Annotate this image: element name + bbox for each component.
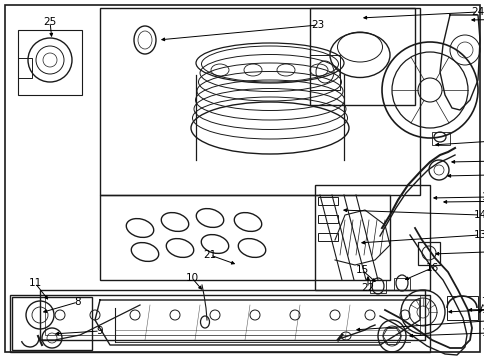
Bar xyxy=(314,185,429,290)
Bar xyxy=(100,195,389,280)
Bar xyxy=(100,8,419,195)
Bar xyxy=(40,290,424,340)
Bar xyxy=(431,132,449,145)
Text: 16: 16 xyxy=(424,263,438,273)
Bar xyxy=(309,8,414,105)
Bar xyxy=(446,296,477,320)
Bar xyxy=(318,215,337,223)
Text: 12: 12 xyxy=(481,192,484,202)
Bar xyxy=(309,55,339,90)
Bar xyxy=(10,295,429,352)
Text: 22: 22 xyxy=(361,283,374,293)
Text: 24: 24 xyxy=(470,7,484,17)
Bar xyxy=(417,242,439,265)
Text: 10: 10 xyxy=(185,273,198,283)
Bar xyxy=(18,58,32,78)
Bar xyxy=(18,30,82,95)
Bar xyxy=(45,295,419,335)
Bar xyxy=(369,280,385,293)
Text: 21: 21 xyxy=(203,250,216,260)
Text: 13: 13 xyxy=(472,230,484,240)
Text: 18: 18 xyxy=(481,328,484,338)
Text: 25: 25 xyxy=(43,17,57,27)
Bar xyxy=(12,297,92,350)
Bar xyxy=(318,233,337,241)
Text: 15: 15 xyxy=(355,265,368,275)
Text: 14: 14 xyxy=(472,210,484,220)
Text: 23: 23 xyxy=(311,20,324,30)
Bar xyxy=(393,278,409,290)
Text: 8: 8 xyxy=(75,297,81,307)
Text: 17: 17 xyxy=(481,305,484,315)
Text: 9: 9 xyxy=(96,326,103,336)
Text: 7: 7 xyxy=(480,297,484,307)
Text: 11: 11 xyxy=(29,278,42,288)
Bar xyxy=(318,197,337,205)
